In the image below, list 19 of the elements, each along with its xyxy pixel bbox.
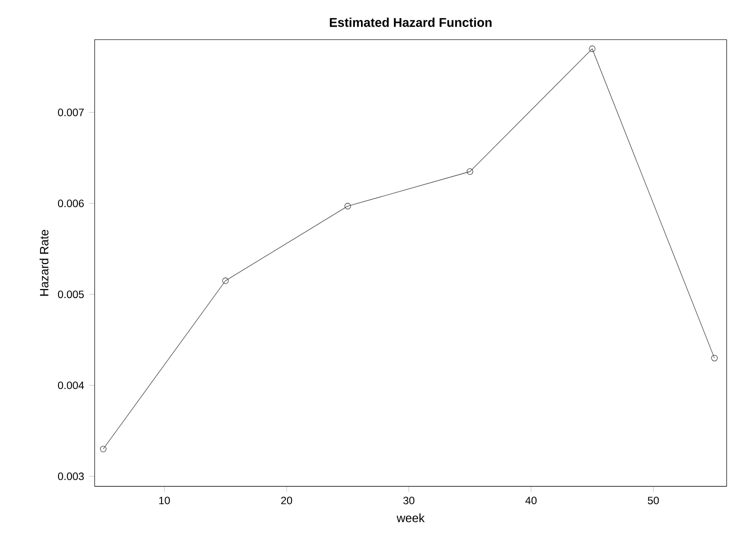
y-tick-label: 0.006 [58,200,84,208]
point [100,446,106,452]
y-tick-label: 0.004 [58,382,84,390]
x-axis-title: week [396,513,425,522]
x-tick-label: 30 [403,496,414,504]
point [588,46,596,52]
y-axis-title: Hazard Rate [40,230,48,296]
point [344,202,351,210]
y-tick-label: 0.007 [58,108,84,116]
y-tick-label: 0.005 [58,290,84,298]
x-tick-label: 50 [648,496,659,504]
point [466,168,474,175]
y-tick-label: 0.003 [58,472,84,480]
x-tick-label: 10 [159,496,170,504]
chart-title: Estimated Hazard Function [330,18,492,27]
point [222,278,229,284]
x-tick-label: 20 [281,496,292,504]
x-tick-label: 40 [525,496,537,504]
point [711,354,718,362]
